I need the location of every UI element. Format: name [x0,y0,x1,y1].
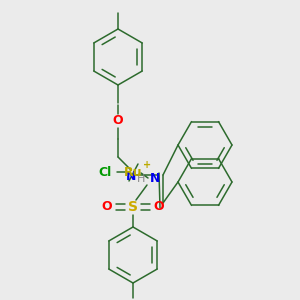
Text: Cl: Cl [98,166,112,178]
Text: N: N [126,170,136,184]
Text: O: O [102,200,112,214]
Text: N: N [150,172,160,184]
Text: O: O [113,115,123,128]
Text: O: O [154,200,164,214]
Text: S: S [128,200,138,214]
Text: +: + [143,160,151,170]
Text: H: H [137,174,145,184]
Text: Ru: Ru [124,166,142,178]
